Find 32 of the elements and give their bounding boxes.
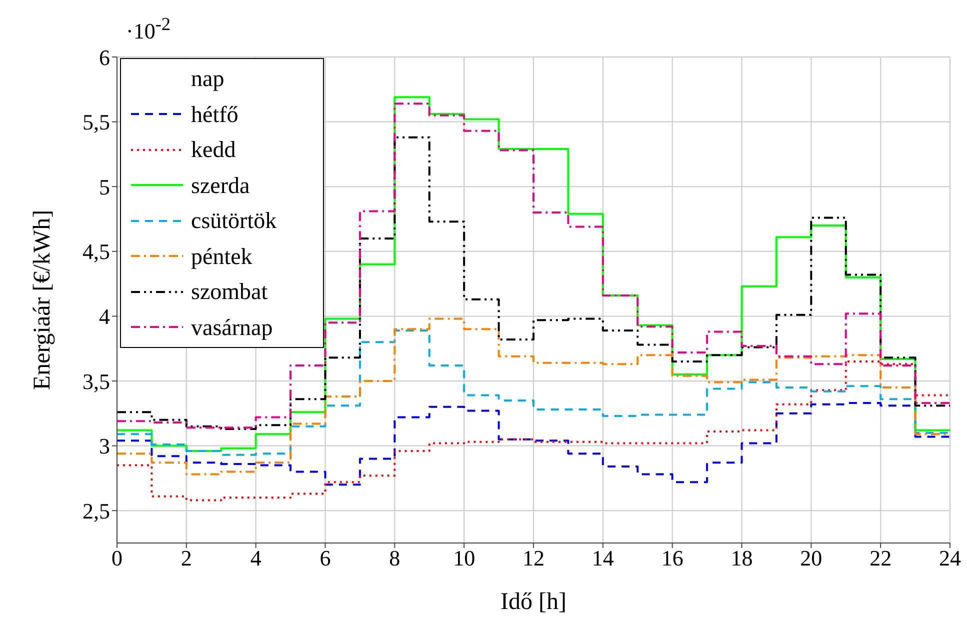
x-tick-label: 2 (180, 546, 192, 571)
x-axis-title: Idő [h] (500, 589, 566, 615)
legend-title: nap (190, 65, 226, 93)
x-tick-label: 0 (112, 546, 122, 571)
x-tick-label: 10 (453, 546, 476, 571)
x-tick-label: 12 (522, 546, 544, 571)
legend-label: hétfő (191, 100, 238, 128)
legend-label: vasárnap (191, 314, 273, 342)
x-tick-label: 24 (939, 546, 961, 571)
x-tick-label: 16 (661, 546, 684, 571)
x-tick-label: 18 (730, 546, 753, 571)
y-tick-label: 2,5 (82, 498, 110, 524)
y-tick-label: 3,5 (82, 368, 110, 394)
x-tick-label: 22 (870, 546, 892, 571)
y-tick-label: 4,5 (82, 239, 110, 264)
y-axis-title: Energiaár [€/kWh] (30, 210, 56, 390)
y-tick-label: 3 (99, 434, 110, 459)
y-tick-label: 5,5 (82, 110, 110, 135)
x-tick-label: 20 (800, 546, 822, 571)
y-tick-label: 4 (99, 304, 110, 330)
legend-label: kedd (191, 136, 236, 164)
legend-label: péntek (191, 242, 252, 271)
legend-label: szerda (191, 172, 250, 200)
x-tick-label: 4 (250, 546, 262, 571)
x-tick-label: 8 (389, 546, 400, 571)
x-tick-label: 14 (592, 546, 614, 571)
x-tick-label: 6 (320, 546, 331, 571)
legend-label: csütörtök (191, 207, 277, 235)
y-tick-label: 6 (99, 44, 110, 70)
legend-label: szombat (191, 278, 268, 306)
y-tick-label: 5 (99, 174, 110, 200)
text: ·10$^{-2}$ (126, 14, 171, 44)
